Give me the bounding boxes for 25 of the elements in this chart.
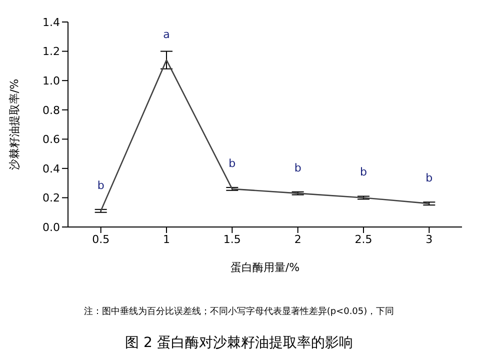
y-tick-label: 0.8 — [42, 104, 60, 117]
y-tick-label: 1.0 — [42, 74, 60, 88]
annotation: a — [163, 28, 170, 42]
x-tick-label: 0.5 — [92, 232, 110, 246]
line-series — [100, 59, 430, 212]
y-tick-label: 0.2 — [42, 192, 60, 205]
x-tick-label: 3 — [426, 232, 433, 246]
x-tick-label: 2.5 — [354, 232, 372, 246]
text: 图 2 蛋白酶对沙棘籽油提取率的影响 — [124, 334, 354, 352]
x-tick-label: 1.5 — [223, 232, 241, 246]
annotation: b — [426, 172, 433, 185]
x-tick-label: 1 — [163, 232, 170, 246]
y-tick-label: 0.0 — [42, 220, 60, 234]
y-tick-label: 0.6 — [42, 133, 60, 146]
y-tick-label: 1.4 — [42, 16, 60, 29]
x-axis-title: 蛋白酶用量/% — [230, 261, 300, 274]
annotation: b — [360, 166, 368, 179]
y-tick-label: 1.2 — [42, 45, 60, 58]
annotation: b — [97, 178, 104, 192]
annotation: b — [294, 161, 302, 174]
x-tick-label: 2 — [294, 232, 302, 246]
annotation: b — [228, 156, 236, 170]
text: 注：图中垂线为百分比误差线；不同小写字母代表显著性差异(p<0.05)，下同 — [82, 306, 396, 318]
y-tick-label: 0.4 — [42, 162, 60, 176]
y-axis-title: 沙棘籽油提取率/% — [8, 78, 21, 170]
